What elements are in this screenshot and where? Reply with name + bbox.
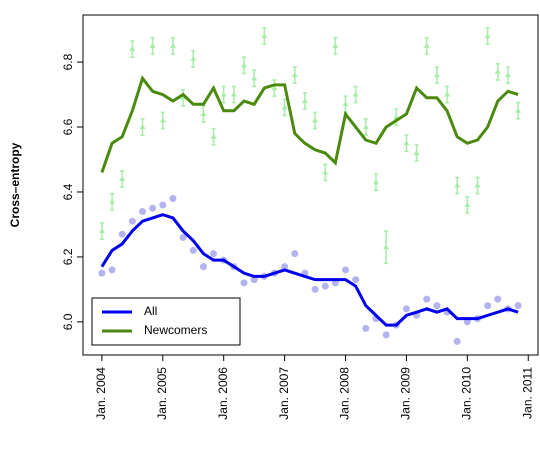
point bbox=[189, 246, 197, 254]
point bbox=[403, 140, 410, 146]
legend-box bbox=[91, 297, 241, 346]
point bbox=[494, 68, 501, 74]
point bbox=[149, 42, 156, 48]
point bbox=[159, 117, 166, 123]
series-line bbox=[100, 213, 519, 327]
plot-frame bbox=[82, 14, 539, 356]
point bbox=[504, 72, 511, 78]
point bbox=[108, 266, 116, 274]
point bbox=[474, 182, 481, 188]
point bbox=[342, 266, 350, 274]
point bbox=[98, 269, 106, 277]
point bbox=[332, 42, 339, 48]
point bbox=[119, 175, 126, 181]
point bbox=[139, 207, 147, 215]
point bbox=[423, 42, 430, 48]
point bbox=[149, 204, 157, 212]
point bbox=[362, 324, 370, 332]
legend-label: Newcomers bbox=[144, 323, 207, 337]
point bbox=[180, 94, 187, 100]
point bbox=[109, 198, 116, 204]
point bbox=[454, 182, 461, 188]
y-axis-label: Cross–entropy bbox=[8, 142, 22, 227]
point bbox=[139, 124, 146, 130]
point bbox=[301, 98, 308, 104]
point bbox=[169, 194, 177, 202]
point bbox=[402, 305, 410, 313]
point bbox=[230, 91, 237, 97]
point bbox=[322, 169, 329, 175]
y-tick-label: 6.0 bbox=[61, 313, 75, 330]
point bbox=[190, 55, 197, 61]
point bbox=[514, 302, 522, 310]
point bbox=[484, 33, 491, 39]
point bbox=[312, 117, 319, 123]
point bbox=[251, 75, 258, 81]
legend-label: All bbox=[144, 304, 157, 318]
point bbox=[220, 91, 227, 97]
point bbox=[98, 227, 105, 233]
series-line bbox=[100, 75, 519, 173]
point bbox=[169, 42, 176, 48]
point bbox=[179, 233, 187, 241]
point bbox=[413, 150, 420, 156]
point bbox=[453, 337, 461, 345]
point bbox=[128, 217, 136, 225]
point bbox=[129, 46, 136, 52]
point bbox=[423, 295, 431, 303]
point bbox=[118, 230, 126, 238]
y-tick-label: 6.4 bbox=[61, 183, 75, 200]
point bbox=[291, 72, 298, 78]
point bbox=[372, 179, 379, 185]
point bbox=[515, 107, 522, 113]
point bbox=[240, 62, 247, 68]
point bbox=[433, 72, 440, 78]
x-tick-label: Jan. 2010 bbox=[460, 367, 474, 420]
point bbox=[464, 201, 471, 207]
point bbox=[281, 104, 288, 110]
x-tick-label: Jan. 2008 bbox=[338, 367, 352, 420]
point bbox=[210, 250, 218, 258]
point bbox=[352, 276, 360, 284]
point bbox=[199, 263, 207, 271]
x-tick-label: Jan. 2007 bbox=[277, 367, 291, 420]
point bbox=[311, 285, 319, 293]
point bbox=[383, 244, 390, 250]
y-tick-label: 6.6 bbox=[61, 118, 75, 135]
x-tick-label: Jan. 2011 bbox=[520, 367, 534, 419]
point bbox=[484, 302, 492, 310]
point bbox=[240, 279, 248, 287]
point bbox=[281, 263, 289, 271]
x-tick-label: Jan. 2009 bbox=[399, 367, 413, 420]
point bbox=[200, 111, 207, 117]
point bbox=[494, 295, 502, 303]
point bbox=[291, 250, 299, 258]
y-tick-label: 6.8 bbox=[61, 53, 75, 70]
y-tick-label: 6.2 bbox=[61, 248, 75, 265]
point bbox=[210, 133, 217, 139]
point bbox=[382, 331, 390, 339]
x-tick-label: Jan. 2006 bbox=[216, 367, 230, 420]
point bbox=[362, 124, 369, 130]
point bbox=[352, 91, 359, 97]
x-tick-label: Jan. 2005 bbox=[155, 367, 169, 420]
point bbox=[271, 85, 278, 91]
point bbox=[261, 33, 268, 39]
x-tick-label: Jan. 2004 bbox=[94, 367, 108, 420]
point bbox=[342, 101, 349, 107]
point bbox=[321, 282, 329, 290]
point bbox=[433, 302, 441, 310]
point bbox=[444, 91, 451, 97]
point bbox=[159, 201, 167, 209]
